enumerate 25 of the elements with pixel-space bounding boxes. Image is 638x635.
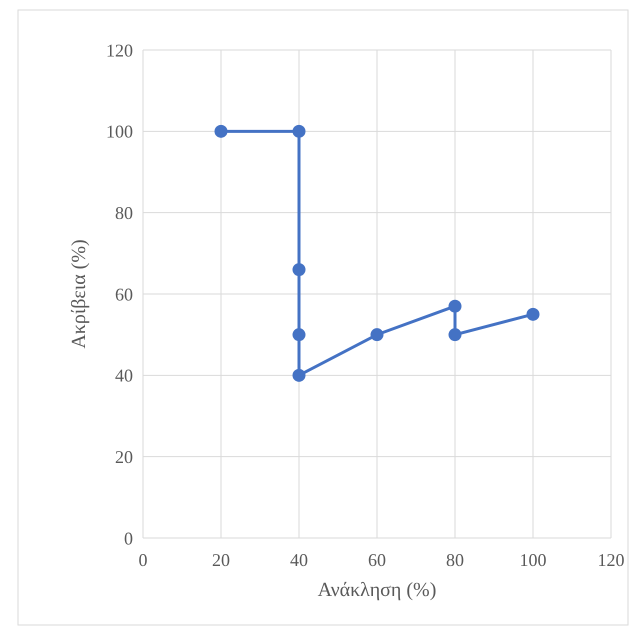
point xyxy=(292,328,306,342)
point xyxy=(370,328,384,342)
point xyxy=(292,368,306,382)
point xyxy=(214,124,228,138)
x-tick-label: 120 xyxy=(598,550,624,570)
x-tick-label: 60 xyxy=(368,550,386,570)
y-tick-label: 120 xyxy=(106,40,133,60)
x-tick-label: 100 xyxy=(520,550,546,570)
x-tick-label: 80 xyxy=(446,550,464,570)
point xyxy=(292,263,306,276)
x-tick-label: 0 xyxy=(138,550,148,570)
y-tick-label: 20 xyxy=(115,446,133,467)
y-axis-title: Ακρίβεια (%) xyxy=(68,239,90,349)
point xyxy=(292,124,306,138)
x-axis-title: Ανάκληση (%) xyxy=(318,579,436,601)
point xyxy=(526,308,540,321)
x-tick-label: 40 xyxy=(290,550,308,570)
y-tick-label: 80 xyxy=(115,202,133,223)
y-tick-label: 40 xyxy=(115,366,133,386)
point xyxy=(448,300,462,313)
y-tick-label: 100 xyxy=(106,122,133,142)
y-tick-label: 60 xyxy=(115,284,133,304)
point xyxy=(448,328,462,342)
y-tick-label: 0 xyxy=(124,528,133,548)
x-tick-label: 20 xyxy=(212,550,230,570)
